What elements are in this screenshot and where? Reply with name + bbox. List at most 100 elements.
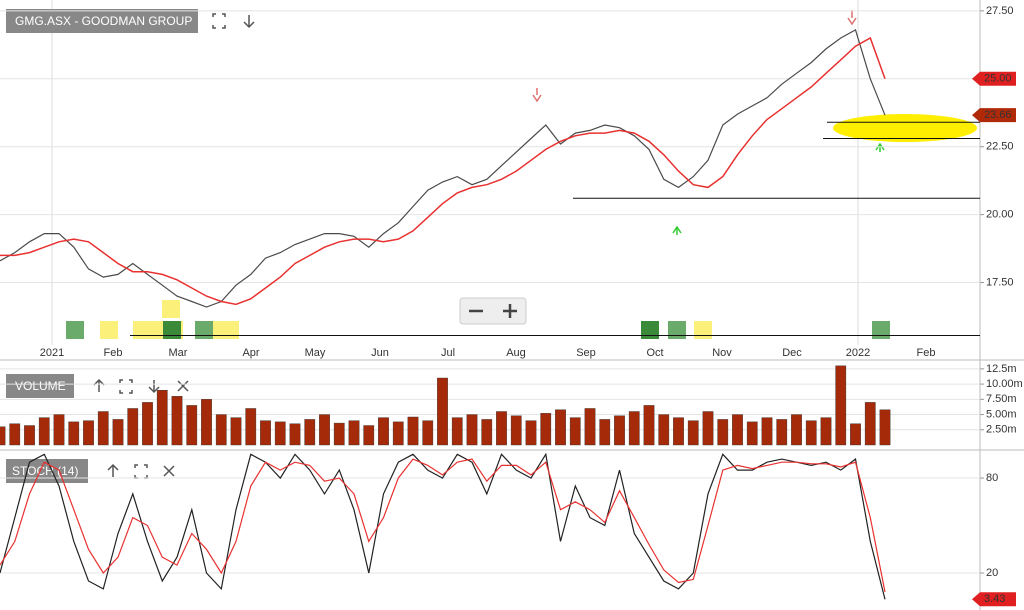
volume-bar — [0, 426, 6, 446]
panel-tools — [93, 13, 255, 479]
move-down-icon[interactable] — [148, 380, 160, 394]
volume-bar — [525, 420, 537, 446]
x-tick-label: Nov — [712, 347, 732, 359]
volume-bar — [319, 414, 330, 446]
x-tick-label: Oct — [646, 347, 663, 359]
volume-bar — [156, 389, 168, 446]
expand-icon[interactable] — [212, 13, 226, 29]
volume-bar — [481, 419, 493, 446]
y-tick-label: 22.50 — [986, 141, 1014, 153]
y-tick-label: 7.50m — [986, 393, 1017, 405]
series-line — [0, 36, 886, 306]
volume-bar — [761, 417, 773, 446]
y-tick-label: 80 — [986, 472, 998, 484]
last-value-label: 3.43 — [984, 593, 1005, 605]
x-tick-label: Sep — [576, 347, 596, 359]
series-line — [0, 29, 886, 308]
series-line — [0, 458, 886, 593]
move-up-icon[interactable] — [107, 463, 119, 477]
x-tick-label: Mar — [169, 347, 188, 359]
volume-bar — [776, 419, 788, 446]
y-tick-label: 27.50 — [986, 5, 1014, 17]
volume-bar — [378, 417, 389, 446]
last-value-tag — [972, 592, 1016, 607]
x-tick-label: 2022 — [846, 347, 870, 359]
expand-icon[interactable] — [134, 464, 148, 479]
volume-bar — [38, 417, 50, 446]
x-tick-label: May — [305, 347, 326, 359]
volume-bar — [171, 396, 183, 446]
signal-icons — [66, 300, 890, 339]
volume-bar — [791, 414, 802, 446]
volume-bar — [850, 423, 861, 446]
x-tick-label: Jun — [371, 347, 389, 359]
volume-bar — [333, 422, 345, 446]
volume-bar — [702, 411, 714, 446]
volume-bar — [746, 421, 758, 446]
volume-bar — [614, 415, 625, 446]
y-tick-label: 10.00m — [986, 378, 1023, 390]
volume-bar — [127, 408, 139, 446]
volume-bar — [245, 408, 257, 446]
volume-bar — [363, 425, 375, 446]
volume-bar — [186, 405, 198, 446]
buy-arrow — [672, 225, 682, 235]
volume-bar — [687, 420, 699, 446]
volume-bar — [201, 399, 212, 446]
volume-bar — [407, 416, 419, 446]
x-tick-label: Apr — [242, 347, 259, 359]
volume-bar — [53, 414, 65, 446]
stoch-title: STOCH (14) — [12, 464, 78, 478]
volume-bar — [68, 421, 80, 446]
last-value-label: 25.00 — [984, 73, 1012, 85]
volume-bar — [304, 419, 316, 446]
close-icon[interactable] — [177, 380, 189, 392]
volume-bar — [805, 420, 817, 446]
volume-bar — [717, 419, 729, 446]
highlight-zone — [833, 114, 977, 142]
x-tick-label: Feb — [104, 347, 123, 359]
volume-bar — [348, 420, 360, 446]
volume-bar — [24, 425, 35, 446]
volume-bar — [599, 419, 611, 446]
x-tick-label: Jul — [441, 347, 455, 359]
volume-bar — [466, 414, 478, 446]
volume-bar — [451, 417, 463, 446]
volume-bar — [732, 414, 743, 446]
volume-bar — [673, 417, 684, 446]
symbol-button[interactable] — [6, 9, 198, 33]
volume-bar — [142, 402, 153, 446]
y-tick-label: 20 — [986, 567, 998, 579]
volume-bar — [879, 409, 891, 446]
volume-bar — [864, 402, 876, 446]
move-down-icon[interactable] — [243, 15, 255, 29]
x-tick-label: Aug — [506, 347, 526, 359]
move-up-icon[interactable] — [93, 378, 105, 392]
volume-bar — [112, 419, 124, 446]
expand-icon[interactable] — [119, 379, 133, 394]
volume-bar — [569, 417, 581, 446]
chart-title: GMG.ASX - GOODMAN GROUP — [15, 14, 192, 28]
y-tick-label: 12.5m — [986, 363, 1017, 375]
close-icon[interactable] — [163, 465, 175, 477]
volume-bar — [260, 420, 271, 446]
volume-bar — [9, 423, 21, 446]
volume-bar — [643, 405, 655, 446]
volume-bar — [215, 414, 227, 446]
volume-bar — [422, 420, 434, 446]
volume-title: VOLUME — [15, 379, 66, 393]
sell-arrow — [532, 88, 542, 103]
volume-bar — [289, 423, 301, 446]
volume-bar — [820, 417, 832, 446]
volume-button[interactable] — [6, 374, 74, 398]
last-value-label: 23.66 — [984, 109, 1012, 121]
zoom-controls — [459, 297, 527, 325]
volume-bar — [835, 365, 847, 446]
volume-bar — [437, 377, 448, 446]
y-tick-label: 2.50m — [986, 424, 1017, 436]
buy-arrow — [875, 142, 885, 152]
y-tick-label: 5.00m — [986, 408, 1017, 420]
y-tick-label: 17.50 — [986, 276, 1014, 288]
